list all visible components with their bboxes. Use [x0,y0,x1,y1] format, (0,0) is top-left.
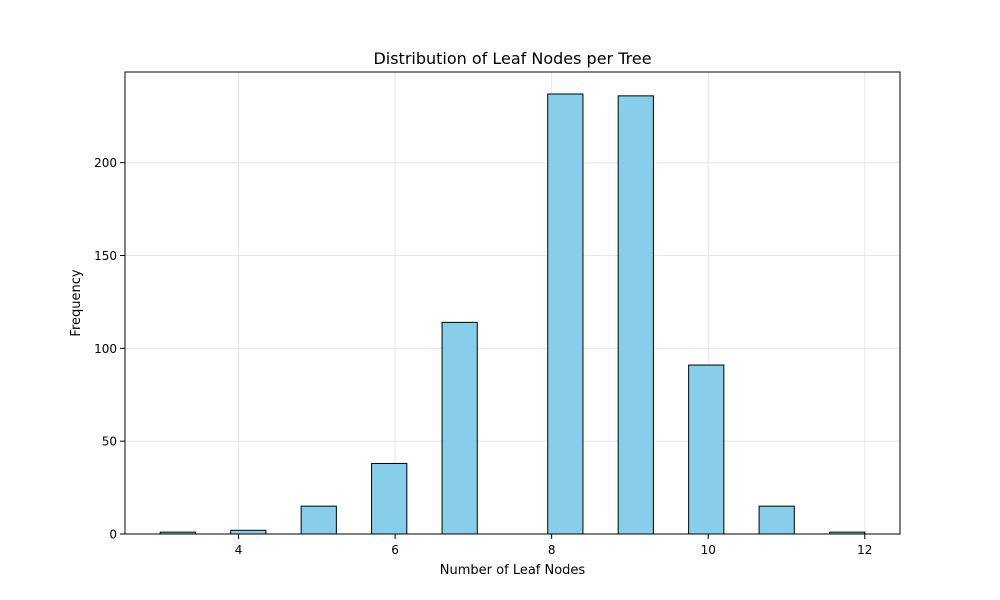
histogram-bar [441,321,478,535]
y-tick-label: 150 [94,249,117,263]
histogram-bar [230,529,267,535]
y-axis-label: Frequency [69,269,84,336]
y-tick-label: 100 [94,342,117,356]
axis-ticks: 4 6 8 10 12 0 50 100 150 200 [94,156,872,557]
histogram-bar [617,95,654,535]
x-tick-label: 12 [857,543,872,557]
chart-title: Distribution of Leaf Nodes per Tree [373,49,651,68]
histogram-bar [547,93,584,535]
histogram-bar [688,364,725,535]
histogram-bar [371,462,408,535]
y-tick-label: 0 [109,528,117,542]
x-tick-label: 8 [548,543,556,557]
x-tick-label: 6 [391,543,399,557]
y-tick-label: 200 [94,156,117,170]
x-tick-label: 4 [235,543,243,557]
plot-frame [124,71,901,535]
histogram-bar [758,505,795,535]
histogram-bar [300,505,337,535]
bars [159,93,866,535]
x-axis-label: Number of Leaf Nodes [440,563,586,578]
y-tick-label: 50 [102,435,117,449]
x-tick-label: 10 [701,543,716,557]
